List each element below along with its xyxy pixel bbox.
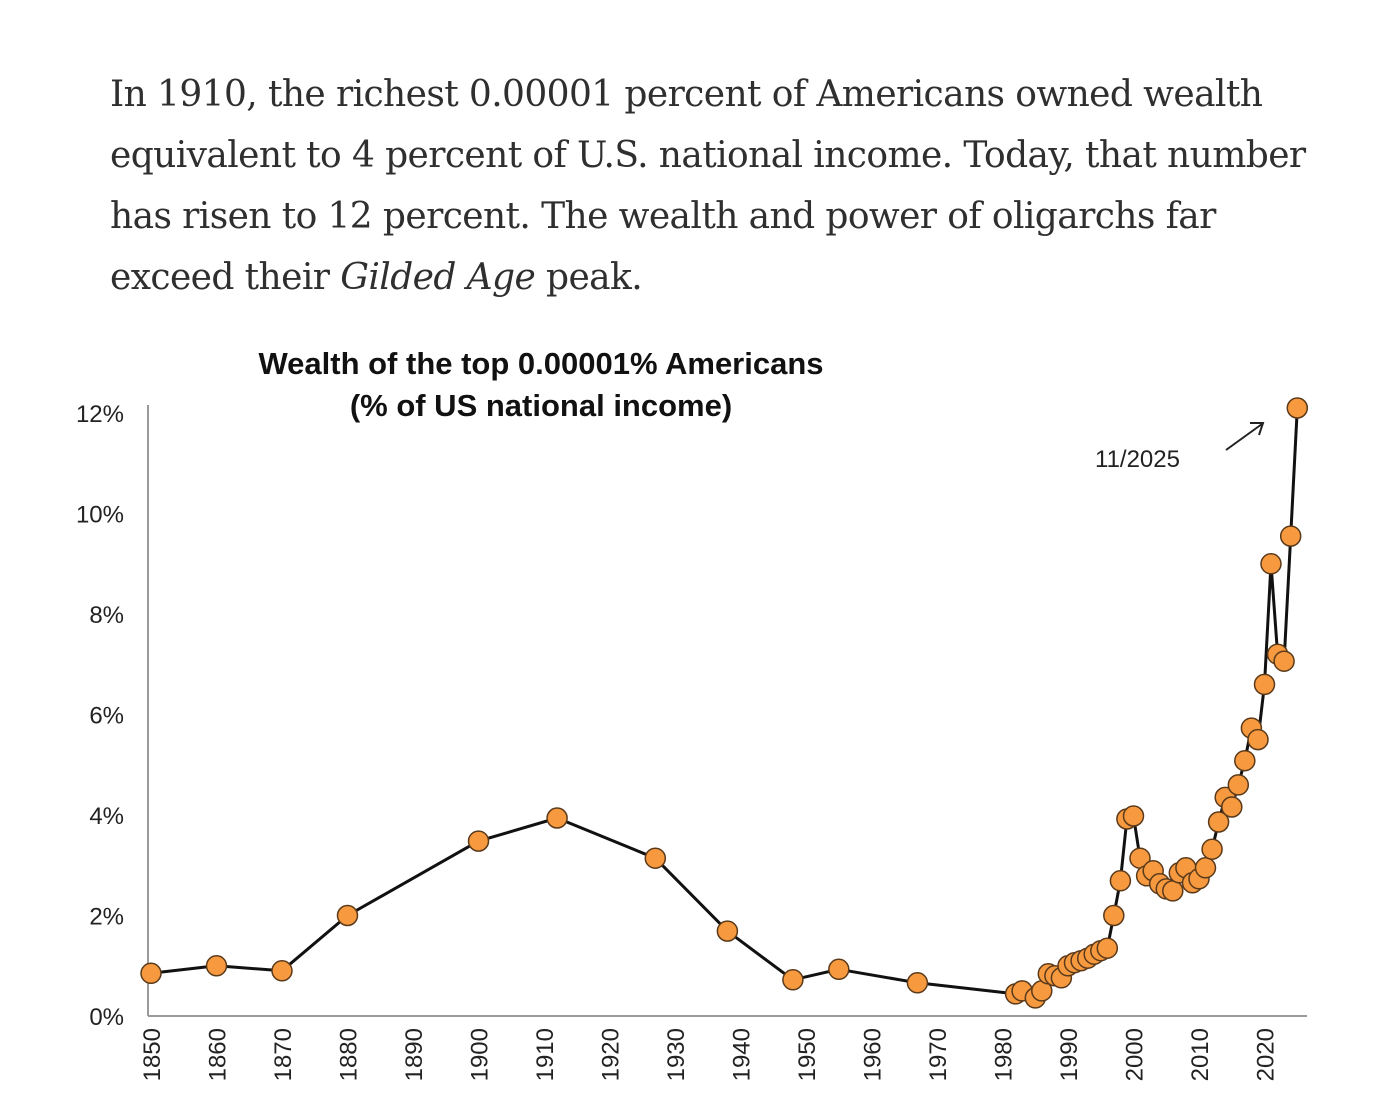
x-tick-label: 1850	[139, 1028, 166, 1081]
data-point-marker	[644, 847, 667, 869]
x-tick-label: 1970	[925, 1028, 952, 1081]
x-tick-label: 1880	[336, 1028, 363, 1081]
article-italic-text: Gilded Age	[340, 257, 536, 298]
data-point-marker	[271, 960, 293, 982]
data-point-marker	[1207, 811, 1230, 833]
x-tick-label: 1890	[401, 1028, 428, 1081]
data-point-marker	[1227, 774, 1250, 796]
x-tick-label: 2000	[1122, 1028, 1149, 1081]
data-point-marker	[1194, 857, 1217, 879]
data-point-marker	[1247, 728, 1269, 751]
article-text-part-2: peak.	[535, 257, 643, 298]
data-point-marker	[1109, 870, 1132, 892]
article-paragraph: In 1910, the richest 0.00001 percent of …	[110, 64, 1320, 308]
data-point-marker	[205, 955, 228, 977]
x-tick-label: 1910	[532, 1028, 559, 1081]
x-tick-label: 2020	[1253, 1028, 1280, 1081]
x-axis-ticks: 1850 1860 1870 1880 1890 1900 1910 1920 1930 1940…	[139, 1028, 1280, 1081]
data-point-marker	[1096, 937, 1119, 959]
data-point-marker	[140, 962, 162, 985]
y-tick-label: 6%	[89, 703, 124, 730]
article-text-part-1: In 1910, the richest 0.00001 percent of …	[110, 74, 1306, 298]
data-point-marker	[1221, 796, 1243, 818]
y-tick-label: 10%	[76, 502, 124, 529]
chart-title: Wealth of the top 0.00001% Americans	[258, 346, 823, 381]
x-tick-label: 1980	[991, 1028, 1018, 1081]
data-point-marker	[716, 920, 739, 942]
data-point-marker	[1253, 673, 1276, 696]
x-tick-label: 2010	[1187, 1028, 1214, 1081]
chart-subtitle: (% of US national income)	[350, 388, 732, 423]
x-tick-label: 1990	[1056, 1028, 1083, 1081]
data-point-marker	[1162, 880, 1184, 902]
y-tick-label: 8%	[89, 602, 124, 629]
data-point-marker	[782, 969, 804, 991]
series-markers	[140, 397, 1309, 1009]
data-point-marker	[336, 904, 359, 927]
data-point-marker	[1273, 650, 1295, 672]
series-line	[150, 407, 1299, 1000]
data-point-marker	[1279, 525, 1302, 547]
annotation-arrow-icon	[1225, 422, 1265, 451]
x-tick-label: 1860	[205, 1028, 232, 1081]
x-tick-label: 1940	[729, 1028, 756, 1081]
wealth-line-chart: Wealth of the top 0.00001% Americans (% …	[76, 346, 1309, 1081]
x-tick-label: 1870	[270, 1028, 297, 1081]
y-tick-label: 12%	[76, 401, 124, 428]
data-point-marker	[1234, 749, 1256, 772]
data-point-marker	[1122, 805, 1145, 827]
annotation-label: 11/2025	[1095, 446, 1180, 473]
y-axis-ticks: 0% 2% 4% 6% 8% 10% 12%	[76, 401, 124, 1031]
x-tick-label: 1930	[663, 1028, 690, 1081]
data-point-marker	[1103, 904, 1125, 927]
chart-axes	[147, 405, 1307, 1017]
x-tick-label: 1900	[467, 1028, 494, 1081]
data-point-marker	[546, 807, 568, 829]
data-point-marker	[1260, 553, 1282, 575]
data-point-marker	[1201, 838, 1223, 860]
data-point-marker	[828, 958, 850, 981]
data-point-marker	[906, 972, 929, 994]
data-point-marker	[467, 830, 490, 852]
x-tick-label: 1960	[860, 1028, 887, 1081]
y-tick-label: 4%	[89, 803, 124, 830]
y-tick-label: 2%	[89, 904, 124, 931]
x-tick-label: 1920	[598, 1028, 625, 1081]
data-point-marker	[1286, 397, 1309, 419]
y-tick-label: 0%	[89, 1004, 124, 1031]
x-tick-label: 1950	[794, 1028, 821, 1081]
